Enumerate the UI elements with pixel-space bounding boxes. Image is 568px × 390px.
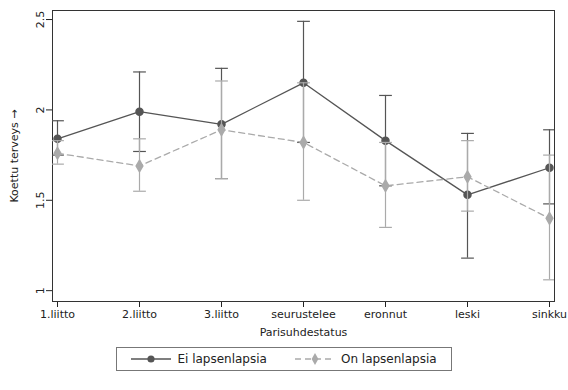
svg-text:leski: leski <box>455 308 480 321</box>
svg-text:2.liitto: 2.liitto <box>122 308 157 321</box>
svg-text:seurustelee: seurustelee <box>271 308 336 321</box>
html-text:Ei lapsenlapsia: Ei lapsenlapsia <box>177 352 267 366</box>
svg-text:2: 2 <box>34 106 47 113</box>
svg-text:Koettu terveys →: Koettu terveys → <box>8 109 21 202</box>
svg-text:3.liitto: 3.liitto <box>204 308 239 321</box>
svg-text:Parisuhdestatus: Parisuhdestatus <box>260 326 348 339</box>
svg-text:1.liitto: 1.liitto <box>40 308 75 321</box>
html-text:On lapsenlapsia: On lapsenlapsia <box>340 352 437 366</box>
svg-text:1: 1 <box>34 287 47 294</box>
svg-text:2.5: 2.5 <box>34 11 47 29</box>
svg-text:sinkku: sinkku <box>532 308 567 321</box>
svg-text:1.5: 1.5 <box>34 192 47 210</box>
svg-text:eronnut: eronnut <box>364 308 408 321</box>
